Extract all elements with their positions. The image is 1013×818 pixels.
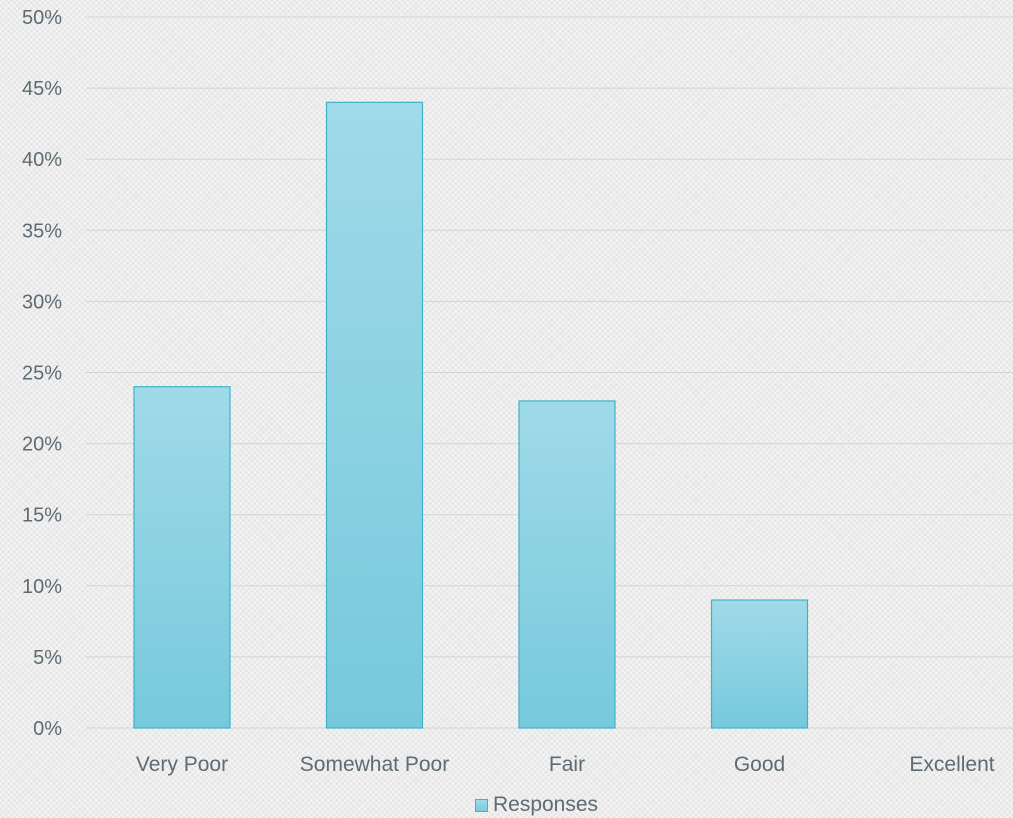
- y-tick-label: 50%: [22, 7, 62, 29]
- legend: Responses: [0, 792, 1013, 818]
- bar-fair: [518, 400, 616, 729]
- y-tick-label: 10%: [22, 576, 62, 598]
- legend-label: Responses: [492, 793, 599, 816]
- y-tick-label: 25%: [22, 363, 62, 385]
- x-axis-labels: Very Poor Somewhat Poor Fair Good Excellent: [136, 753, 995, 776]
- y-tick-label: 45%: [22, 78, 62, 100]
- legend-item-responses: Responses: [415, 793, 598, 817]
- y-tick-label: 15%: [22, 505, 62, 527]
- x-category-label: Excellent: [909, 753, 994, 776]
- legend-swatch: [474, 798, 488, 812]
- y-axis-ticks: 0% 5% 10% 15% 20% 25% 30% 35% 40% 45% 50%: [22, 7, 62, 740]
- bar-somewhat-poor: [325, 101, 424, 729]
- bar-very-poor: [133, 386, 231, 729]
- y-tick-label: 30%: [22, 291, 62, 313]
- y-tick-label: 5%: [33, 647, 62, 669]
- bars: [133, 101, 809, 729]
- y-tick-label: 20%: [22, 434, 62, 456]
- x-category-label: Very Poor: [136, 753, 228, 776]
- y-tick-label: 35%: [22, 220, 62, 242]
- x-category-label: Somewhat Poor: [300, 753, 449, 776]
- x-category-label: Good: [734, 753, 785, 776]
- bar-good: [710, 599, 809, 729]
- y-tick-label: 40%: [22, 149, 62, 171]
- y-tick-label: 0%: [33, 718, 62, 740]
- x-category-label: Fair: [549, 753, 585, 776]
